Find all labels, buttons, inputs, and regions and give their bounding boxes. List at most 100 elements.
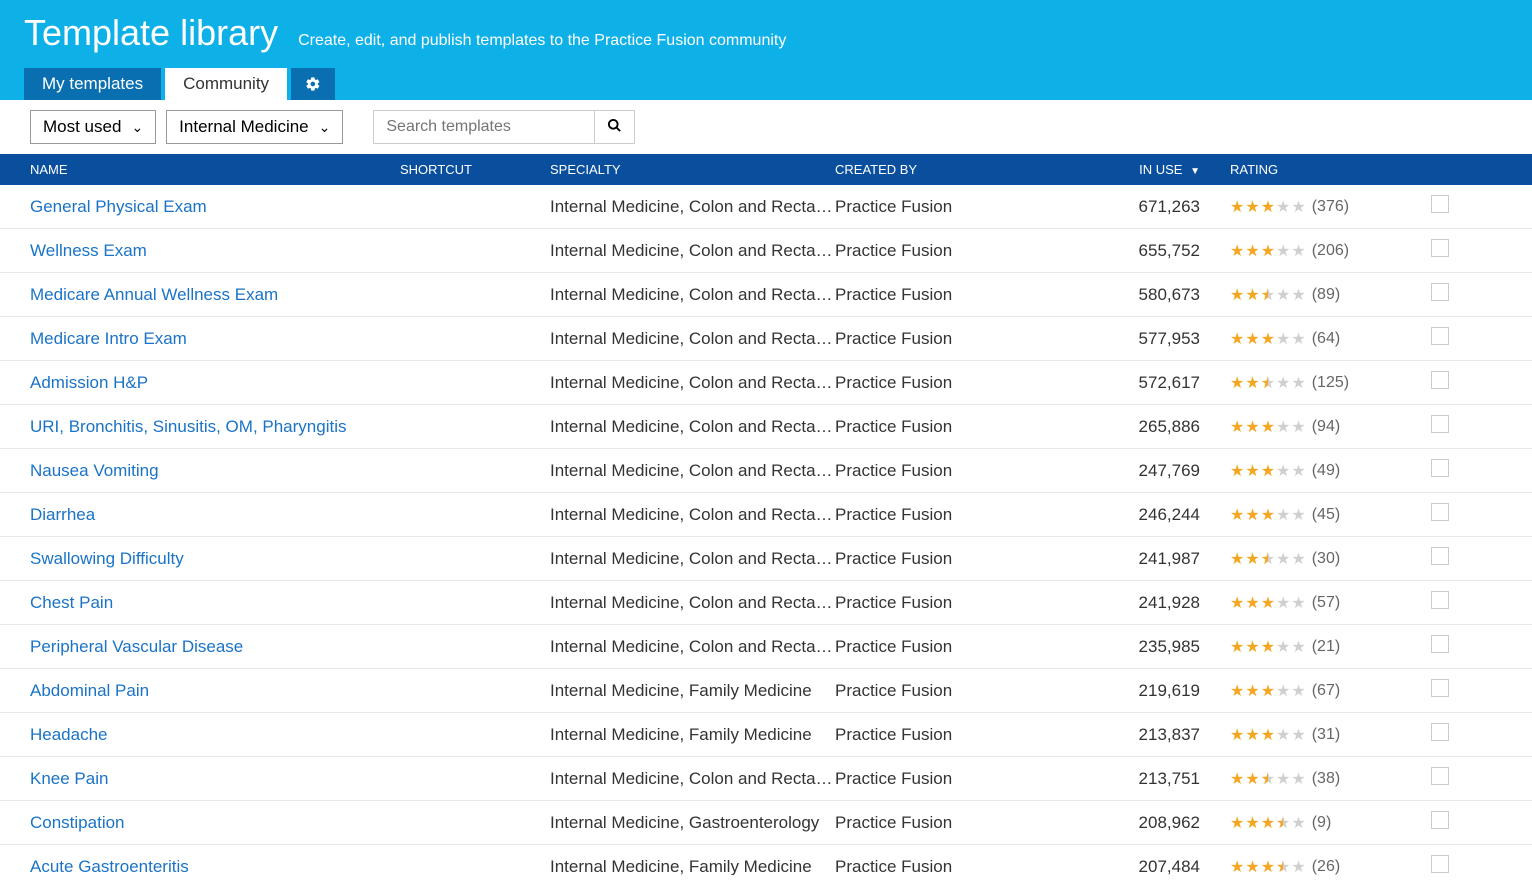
cell-name: URI, Bronchitis, Sinusitis, OM, Pharyngi… <box>0 417 400 437</box>
row-checkbox[interactable] <box>1431 283 1449 301</box>
star-full-icon: ★ <box>1261 241 1275 261</box>
template-link[interactable]: URI, Bronchitis, Sinusitis, OM, Pharyngi… <box>30 417 346 436</box>
star-full-icon: ★ <box>1230 197 1244 217</box>
template-link[interactable]: General Physical Exam <box>30 197 207 216</box>
template-link[interactable]: Admission H&P <box>30 373 148 392</box>
col-header-in-use[interactable]: IN USE ▼ <box>1110 162 1210 177</box>
template-link[interactable]: Chest Pain <box>30 593 113 612</box>
row-checkbox[interactable] <box>1431 855 1449 873</box>
template-link[interactable]: Medicare Intro Exam <box>30 329 187 348</box>
star-full-icon: ★ <box>1245 549 1259 569</box>
star-full-icon: ★ <box>1261 461 1275 481</box>
row-checkbox[interactable] <box>1431 635 1449 653</box>
template-link[interactable]: Knee Pain <box>30 769 108 788</box>
rating-count: (94) <box>1312 418 1340 435</box>
cell-specialty: Internal Medicine, Colon and Rectal S... <box>550 373 835 393</box>
star-full-icon: ★ <box>1245 373 1259 393</box>
search-input[interactable] <box>374 111 594 143</box>
search-button[interactable] <box>594 111 634 143</box>
table-row: DiarrheaInternal Medicine, Colon and Rec… <box>0 493 1532 537</box>
col-header-shortcut[interactable]: SHORTCUT <box>400 162 550 177</box>
cell-check <box>1410 855 1470 875</box>
template-link[interactable]: Constipation <box>30 813 125 832</box>
cell-specialty: Internal Medicine, Colon and Rectal S... <box>550 285 835 305</box>
cell-rating: ★★★★★(26) <box>1210 856 1410 875</box>
rating-count: (49) <box>1312 462 1340 479</box>
row-checkbox[interactable] <box>1431 459 1449 477</box>
tab-settings[interactable] <box>291 68 335 100</box>
sort-caret-icon: ▼ <box>1190 166 1200 177</box>
cell-check <box>1410 195 1470 218</box>
star-rating: ★★★★★ <box>1230 285 1306 305</box>
cell-in-use: 213,837 <box>1110 725 1210 745</box>
row-checkbox[interactable] <box>1431 679 1449 697</box>
star-empty-icon: ★ <box>1291 329 1305 349</box>
star-empty-icon: ★ <box>1276 197 1290 217</box>
template-link[interactable]: Swallowing Difficulty <box>30 549 184 568</box>
cell-name: Acute Gastroenteritis <box>0 857 400 876</box>
star-half-icon: ★ <box>1276 813 1290 833</box>
cell-check <box>1410 503 1470 526</box>
star-rating: ★★★★★ <box>1230 329 1306 349</box>
star-rating: ★★★★★ <box>1230 813 1306 833</box>
row-checkbox[interactable] <box>1431 195 1449 213</box>
col-header-in-use-label: IN USE <box>1139 162 1182 177</box>
template-link[interactable]: Wellness Exam <box>30 241 147 260</box>
star-empty-icon: ★ <box>1276 505 1290 525</box>
cell-name: Swallowing Difficulty <box>0 549 400 569</box>
row-checkbox[interactable] <box>1431 415 1449 433</box>
star-full-icon: ★ <box>1230 461 1244 481</box>
row-checkbox[interactable] <box>1431 503 1449 521</box>
star-rating: ★★★★★ <box>1230 593 1306 613</box>
cell-name: Peripheral Vascular Disease <box>0 637 400 657</box>
star-rating: ★★★★★ <box>1230 505 1306 525</box>
star-full-icon: ★ <box>1245 725 1259 745</box>
col-header-name[interactable]: NAME <box>0 162 400 177</box>
cell-rating: ★★★★★(49) <box>1210 460 1410 481</box>
rating-count: (31) <box>1312 726 1340 743</box>
col-header-created-by[interactable]: CREATED BY <box>835 162 1110 177</box>
star-half-icon: ★ <box>1261 549 1275 569</box>
template-link[interactable]: Peripheral Vascular Disease <box>30 637 243 656</box>
cell-in-use: 207,484 <box>1110 857 1210 876</box>
template-link[interactable]: Abdominal Pain <box>30 681 149 700</box>
cell-name: Headache <box>0 725 400 745</box>
star-empty-icon: ★ <box>1291 285 1305 305</box>
cell-created-by: Practice Fusion <box>835 461 1110 481</box>
sort-dropdown[interactable]: Most used ⌄ <box>30 110 156 144</box>
row-checkbox[interactable] <box>1431 591 1449 609</box>
template-link[interactable]: Headache <box>30 725 108 744</box>
star-full-icon: ★ <box>1230 857 1244 875</box>
tab-community[interactable]: Community <box>165 68 287 100</box>
template-link[interactable]: Acute Gastroenteritis <box>30 857 189 876</box>
row-checkbox[interactable] <box>1431 723 1449 741</box>
table-scroll[interactable]: NAME SHORTCUT SPECIALTY CREATED BY IN US… <box>0 154 1532 875</box>
cell-name: Chest Pain <box>0 593 400 613</box>
star-full-icon: ★ <box>1245 329 1259 349</box>
star-full-icon: ★ <box>1230 505 1244 525</box>
star-full-icon: ★ <box>1261 857 1275 875</box>
template-link[interactable]: Nausea Vomiting <box>30 461 159 480</box>
row-checkbox[interactable] <box>1431 327 1449 345</box>
star-full-icon: ★ <box>1261 725 1275 745</box>
row-checkbox[interactable] <box>1431 811 1449 829</box>
row-checkbox[interactable] <box>1431 371 1449 389</box>
col-header-specialty[interactable]: SPECIALTY <box>550 162 835 177</box>
row-checkbox[interactable] <box>1431 547 1449 565</box>
template-link[interactable]: Diarrhea <box>30 505 95 524</box>
tab-my-templates[interactable]: My templates <box>24 68 161 100</box>
cell-name: Diarrhea <box>0 505 400 525</box>
star-full-icon: ★ <box>1230 725 1244 745</box>
star-full-icon: ★ <box>1230 241 1244 261</box>
col-header-rating[interactable]: RATING <box>1210 162 1410 177</box>
row-checkbox[interactable] <box>1431 239 1449 257</box>
star-empty-icon: ★ <box>1276 725 1290 745</box>
cell-check <box>1410 415 1470 438</box>
row-checkbox[interactable] <box>1431 767 1449 785</box>
search-wrap <box>373 110 635 144</box>
template-link[interactable]: Medicare Annual Wellness Exam <box>30 285 278 304</box>
star-full-icon: ★ <box>1245 593 1259 613</box>
cell-in-use: 572,617 <box>1110 373 1210 393</box>
specialty-dropdown[interactable]: Internal Medicine ⌄ <box>166 110 343 144</box>
tabs: My templates Community <box>24 68 1508 100</box>
